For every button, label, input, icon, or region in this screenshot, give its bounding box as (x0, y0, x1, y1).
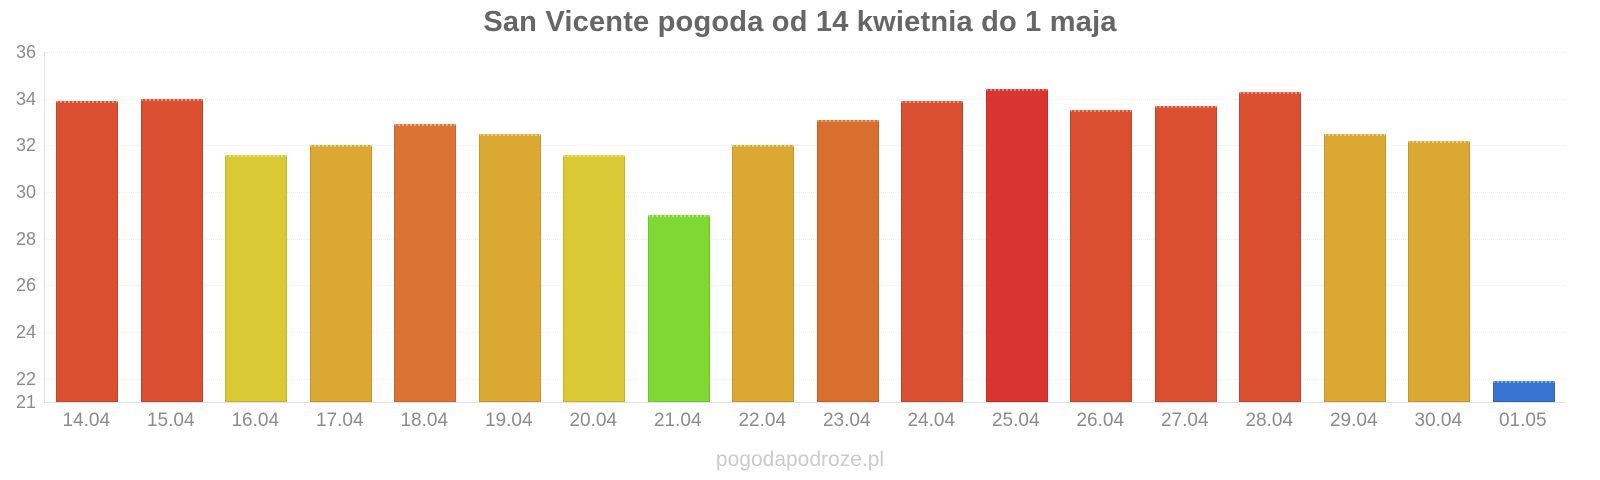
x-tick-label: 17.04 (315, 410, 364, 431)
x-tick-label: 24.04 (907, 410, 956, 431)
gridline (45, 238, 1566, 240)
y-tick-label: 24 (15, 322, 36, 342)
x-tick-label: 25.04 (991, 410, 1040, 431)
bar-slot (721, 52, 806, 402)
bar-19.04 (478, 133, 541, 402)
bar-slot (299, 52, 384, 402)
x-tick-label: 22.04 (738, 410, 787, 431)
bar-22.04 (732, 145, 795, 402)
x-tick-label: 27.04 (1160, 410, 1209, 431)
x-tick-label: 19.04 (484, 410, 533, 431)
x-tick-label: 20.04 (569, 410, 618, 431)
gridline (45, 145, 1566, 147)
y-tick-label: 36 (15, 42, 36, 62)
bar-slot (1313, 52, 1398, 402)
x-tick-label: 26.04 (1076, 410, 1125, 431)
x-tick-label: 16.04 (231, 410, 280, 431)
gridline (45, 332, 1566, 333)
bar-20.04 (563, 154, 626, 402)
bar-slot (1144, 52, 1229, 402)
gridline (45, 192, 1566, 193)
y-tick-label: 34 (15, 88, 36, 109)
bar-slot (1228, 52, 1313, 402)
y-tick-label: 32 (15, 135, 36, 156)
bar-30.04 (1408, 140, 1471, 402)
bar-01.05 (1492, 381, 1555, 402)
bar-slot (975, 52, 1060, 402)
x-tick-label: 29.04 (1329, 410, 1378, 431)
bar-slot (130, 52, 215, 402)
bar-slot (214, 52, 299, 402)
x-tick-label: 14.04 (62, 410, 111, 431)
bar-slot (45, 52, 130, 402)
y-tick-label: 26 (15, 275, 36, 296)
bar-16.04 (225, 154, 288, 402)
gridline (45, 378, 1566, 380)
watermark: pogodapodroze.pl (715, 448, 885, 471)
y-tick-label: 28 (15, 228, 36, 249)
bar-28.04 (1239, 91, 1302, 402)
x-tick-label: 01.05 (1498, 410, 1547, 431)
x-tick-label: 21.04 (653, 410, 702, 431)
x-tick-label: 28.04 (1245, 410, 1294, 431)
bar-14.04 (56, 101, 119, 402)
bar-29.04 (1323, 133, 1386, 402)
bar-slot (1059, 52, 1144, 402)
bar-slot (552, 52, 637, 402)
bar-26.04 (1070, 110, 1133, 402)
x-tick-label: 15.04 (146, 410, 195, 431)
bar-slot (890, 52, 975, 402)
bar-24.04 (901, 101, 964, 402)
bar-18.04 (394, 124, 457, 402)
bar-slot (637, 52, 722, 402)
bar-slot (1482, 52, 1567, 402)
bar-23.04 (816, 119, 879, 402)
bar-15.04 (140, 98, 203, 402)
bar-21.04 (647, 215, 710, 402)
plot-area (44, 52, 1566, 403)
x-tick-label: 30.04 (1414, 410, 1463, 431)
bar-slot (383, 52, 468, 402)
bar-17.04 (309, 145, 372, 402)
bar-slot (806, 52, 891, 402)
y-tick-label: 30 (15, 182, 36, 202)
x-tick-label: 23.04 (822, 410, 871, 431)
bar-slot (1397, 52, 1482, 402)
bar-slot (468, 52, 553, 402)
gridline (45, 285, 1566, 287)
bars-layer (45, 52, 1566, 402)
gridline (45, 52, 1566, 53)
bar-25.04 (985, 89, 1048, 402)
x-tick-label: 18.04 (400, 410, 449, 431)
y-tick-label: 22 (15, 368, 36, 389)
y-tick-label: 21 (15, 392, 36, 412)
bar-27.04 (1154, 105, 1217, 402)
chart-title: San Vicente pogoda od 14 kwietnia do 1 m… (483, 6, 1117, 38)
gridline (45, 98, 1566, 100)
